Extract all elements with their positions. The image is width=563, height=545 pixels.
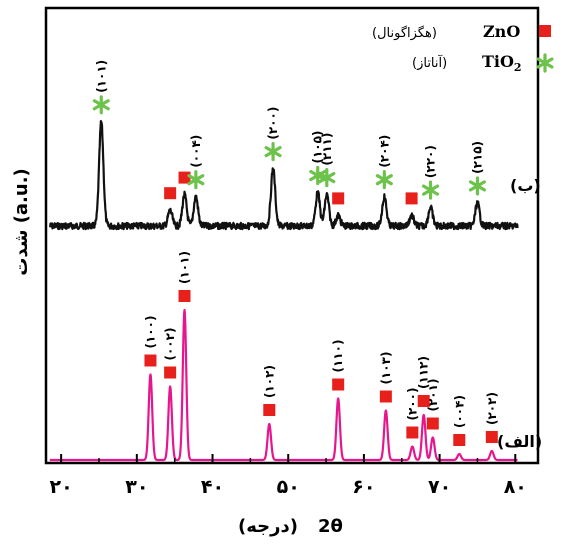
peak-square-marker — [406, 426, 419, 439]
legend-tio2-note: (آناتاز) — [412, 54, 447, 71]
peak-hkl-label: (۱۰۵) — [311, 131, 325, 164]
y-axis-label: شدت (a.u.) — [11, 168, 32, 276]
peak-star-marker — [375, 170, 393, 190]
peak-annotation — [405, 192, 418, 205]
x-tick-label: ۶۰ — [352, 476, 375, 498]
legend-zno-note: (هگزاگونال) — [372, 25, 437, 41]
legend-star-marker — [536, 53, 554, 73]
peak-annotation: (۲۰۴) — [375, 135, 393, 190]
peak-star-marker — [468, 176, 486, 196]
peak-star-marker — [92, 95, 110, 115]
x-tick-label: ۷۰ — [428, 476, 451, 498]
peak-annotation: (۱۱۲) — [417, 356, 431, 407]
peak-annotation — [332, 192, 345, 205]
peak-square-marker — [164, 187, 177, 200]
peak-square-marker — [453, 434, 466, 446]
peak-hkl-label: (۲۰۲) — [485, 392, 499, 425]
legend-square-marker — [539, 25, 551, 37]
peak-square-marker — [332, 378, 345, 391]
peak-hkl-label: (۲۰۰) — [405, 388, 419, 421]
series-line-alef — [49, 308, 519, 462]
legend-star-path — [536, 53, 554, 73]
peak-annotation: (۱۰۱) — [92, 60, 110, 115]
peak-hkl-label: (۱۰۳) — [379, 352, 393, 385]
peak-star-marker — [187, 170, 205, 190]
peak-square-marker — [178, 171, 191, 184]
peak-star-marker — [264, 142, 282, 162]
peak-star-marker — [318, 168, 336, 188]
peak-hkl-label: (۰۰۴) — [189, 135, 203, 168]
legend-tio2-subscript: 2 — [514, 61, 522, 74]
peak-hkl-label: (۱۰۱) — [178, 251, 192, 284]
peak-square-marker — [178, 290, 191, 302]
x-tick-label: ۳۰ — [125, 476, 148, 498]
peak-annotation: (۲۲۰) — [421, 145, 440, 200]
peak-hkl-label: (۲۰۰) — [266, 107, 280, 140]
x-tick-label: ۴۰ — [201, 476, 224, 498]
x-axis-unit: (درجه) — [238, 516, 298, 537]
peak-square-marker — [405, 192, 418, 205]
peak-annotation: (۰۰۴) — [187, 135, 205, 190]
peak-annotation: (۲۱۱) — [318, 133, 336, 188]
peak-hkl-label: (۰۰۴) — [452, 395, 466, 428]
plot-frame — [44, 6, 540, 465]
peak-hkl-label: (۲۲۰) — [424, 145, 438, 178]
peak-annotation: (۱۱۰) — [331, 340, 345, 391]
peak-hkl-label: (۲۰۴) — [377, 135, 391, 168]
series-line-b — [48, 120, 519, 231]
peak-square-marker — [485, 431, 498, 443]
x-axis-symbol: 2θ — [318, 516, 343, 537]
peak-hkl-label: (۱۱۲) — [417, 356, 431, 389]
peak-hkl-label: (۱۰۱) — [94, 60, 108, 93]
peak-annotation — [164, 187, 177, 200]
peak-square-marker — [164, 366, 177, 379]
legend-zno-name: ZnO — [483, 22, 520, 41]
annotation-layer: (ب) (۱۰۱) (۰۰۴) (۲۰۰) (۱۰۵)(۲۱۱) (۲۰۴) (۲۲۰) (۲… — [92, 60, 542, 451]
axis-layer: ۲۰ ۳۰ ۴۰ ۵۰ ۶۰ ۷۰ ۸۰ — [50, 454, 527, 498]
peak-hkl-label: (۱۰۰) — [143, 316, 157, 349]
peak-annotation: (۲۰۰) — [264, 107, 282, 162]
peak-hkl-label: (۲۰۱) — [426, 379, 440, 412]
plot-border — [44, 6, 540, 465]
series-label-alef: (الف) — [497, 432, 542, 451]
peak-hkl-label: (۰۰۲) — [163, 328, 177, 361]
peak-annotation — [178, 171, 191, 184]
peak-annotation: (۲۱۵) — [468, 141, 486, 196]
legend-tio2-base: TiO — [482, 52, 514, 71]
peak-square-marker — [426, 417, 439, 430]
peak-annotation: (۲۰۰) — [405, 388, 419, 439]
peak-hkl-label: (۱۰۲) — [262, 365, 276, 398]
peak-square-marker — [263, 404, 276, 416]
peak-hkl-label: (۲۱۵) — [470, 141, 484, 174]
peak-annotation: (۱۰۱) — [178, 251, 192, 302]
x-tick-label: ۲۰ — [50, 476, 73, 498]
x-tick-label: ۵۰ — [277, 476, 300, 498]
peak-square-marker — [144, 354, 157, 367]
peak-annotation: (۲۰۲) — [485, 392, 499, 443]
peak-annotation: (۱۰۲) — [262, 365, 276, 416]
peak-square-marker — [379, 390, 392, 403]
peak-annotation: (۱۰۰) — [143, 316, 157, 367]
peak-square-marker — [417, 395, 430, 407]
series-label-b: (ب) — [510, 176, 541, 195]
peak-star-marker — [421, 180, 440, 200]
peak-annotation: (۰۰۲) — [163, 328, 177, 379]
peak-square-marker — [332, 192, 345, 205]
peak-annotation: (۲۰۱) — [426, 379, 440, 430]
peak-hkl-label: (۲۱۱) — [320, 133, 334, 166]
series-layer — [48, 120, 519, 462]
peak-annotation: (۰۰۴) — [452, 395, 466, 446]
peak-annotation: (۱۰۳) — [379, 352, 393, 403]
peak-hkl-label: (۱۱۰) — [331, 340, 345, 373]
x-tick-label: ۸۰ — [504, 476, 527, 498]
legend: ZnO (هگزاگونال) TiO2 (آناتاز) — [372, 22, 554, 74]
legend-tio2-name: TiO2 — [482, 52, 522, 74]
